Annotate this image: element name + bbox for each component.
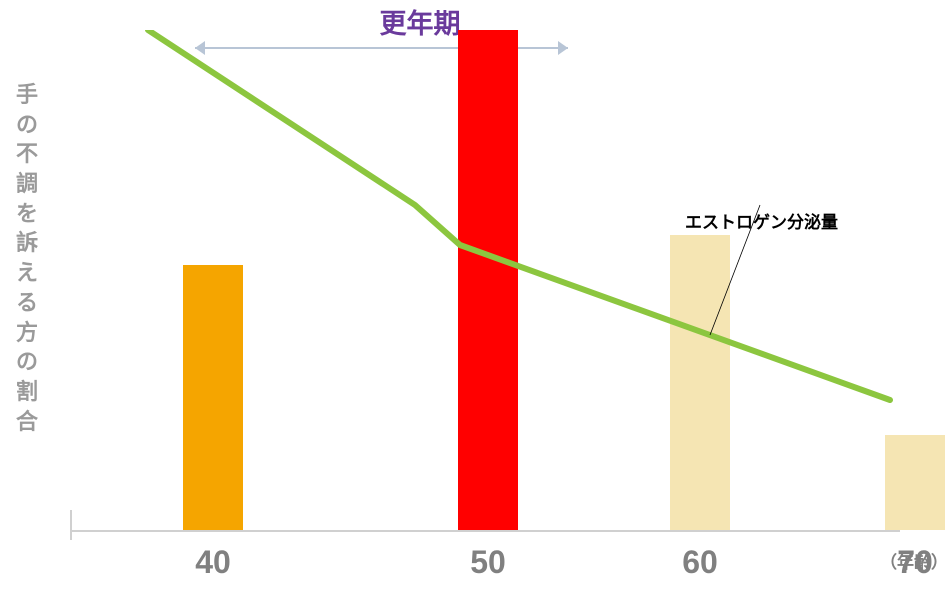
estrogen-line-label: エストロゲン分泌量: [685, 208, 885, 233]
x-axis-unit-label: （年齢）: [880, 548, 945, 573]
menopause-range-bracket: [183, 36, 580, 60]
bar-70: [885, 435, 945, 530]
plot-area: 更年期 エストロゲン分泌量: [70, 30, 900, 530]
y-axis-stub: [70, 510, 72, 540]
chart-container: 手の不調を訴える方の割合 更年期 エストロゲン分泌量 40506070 （年齢）: [0, 0, 945, 607]
x-tick-40: 40: [173, 544, 253, 581]
x-tick-50: 50: [448, 544, 528, 581]
x-tick-60: 60: [660, 544, 740, 581]
bar-60: [670, 235, 730, 530]
bar-50: [458, 30, 518, 530]
bar-40: [183, 265, 243, 530]
x-axis-baseline: [70, 530, 900, 532]
y-axis-label: 手の不調を訴える方の割合: [14, 80, 40, 436]
